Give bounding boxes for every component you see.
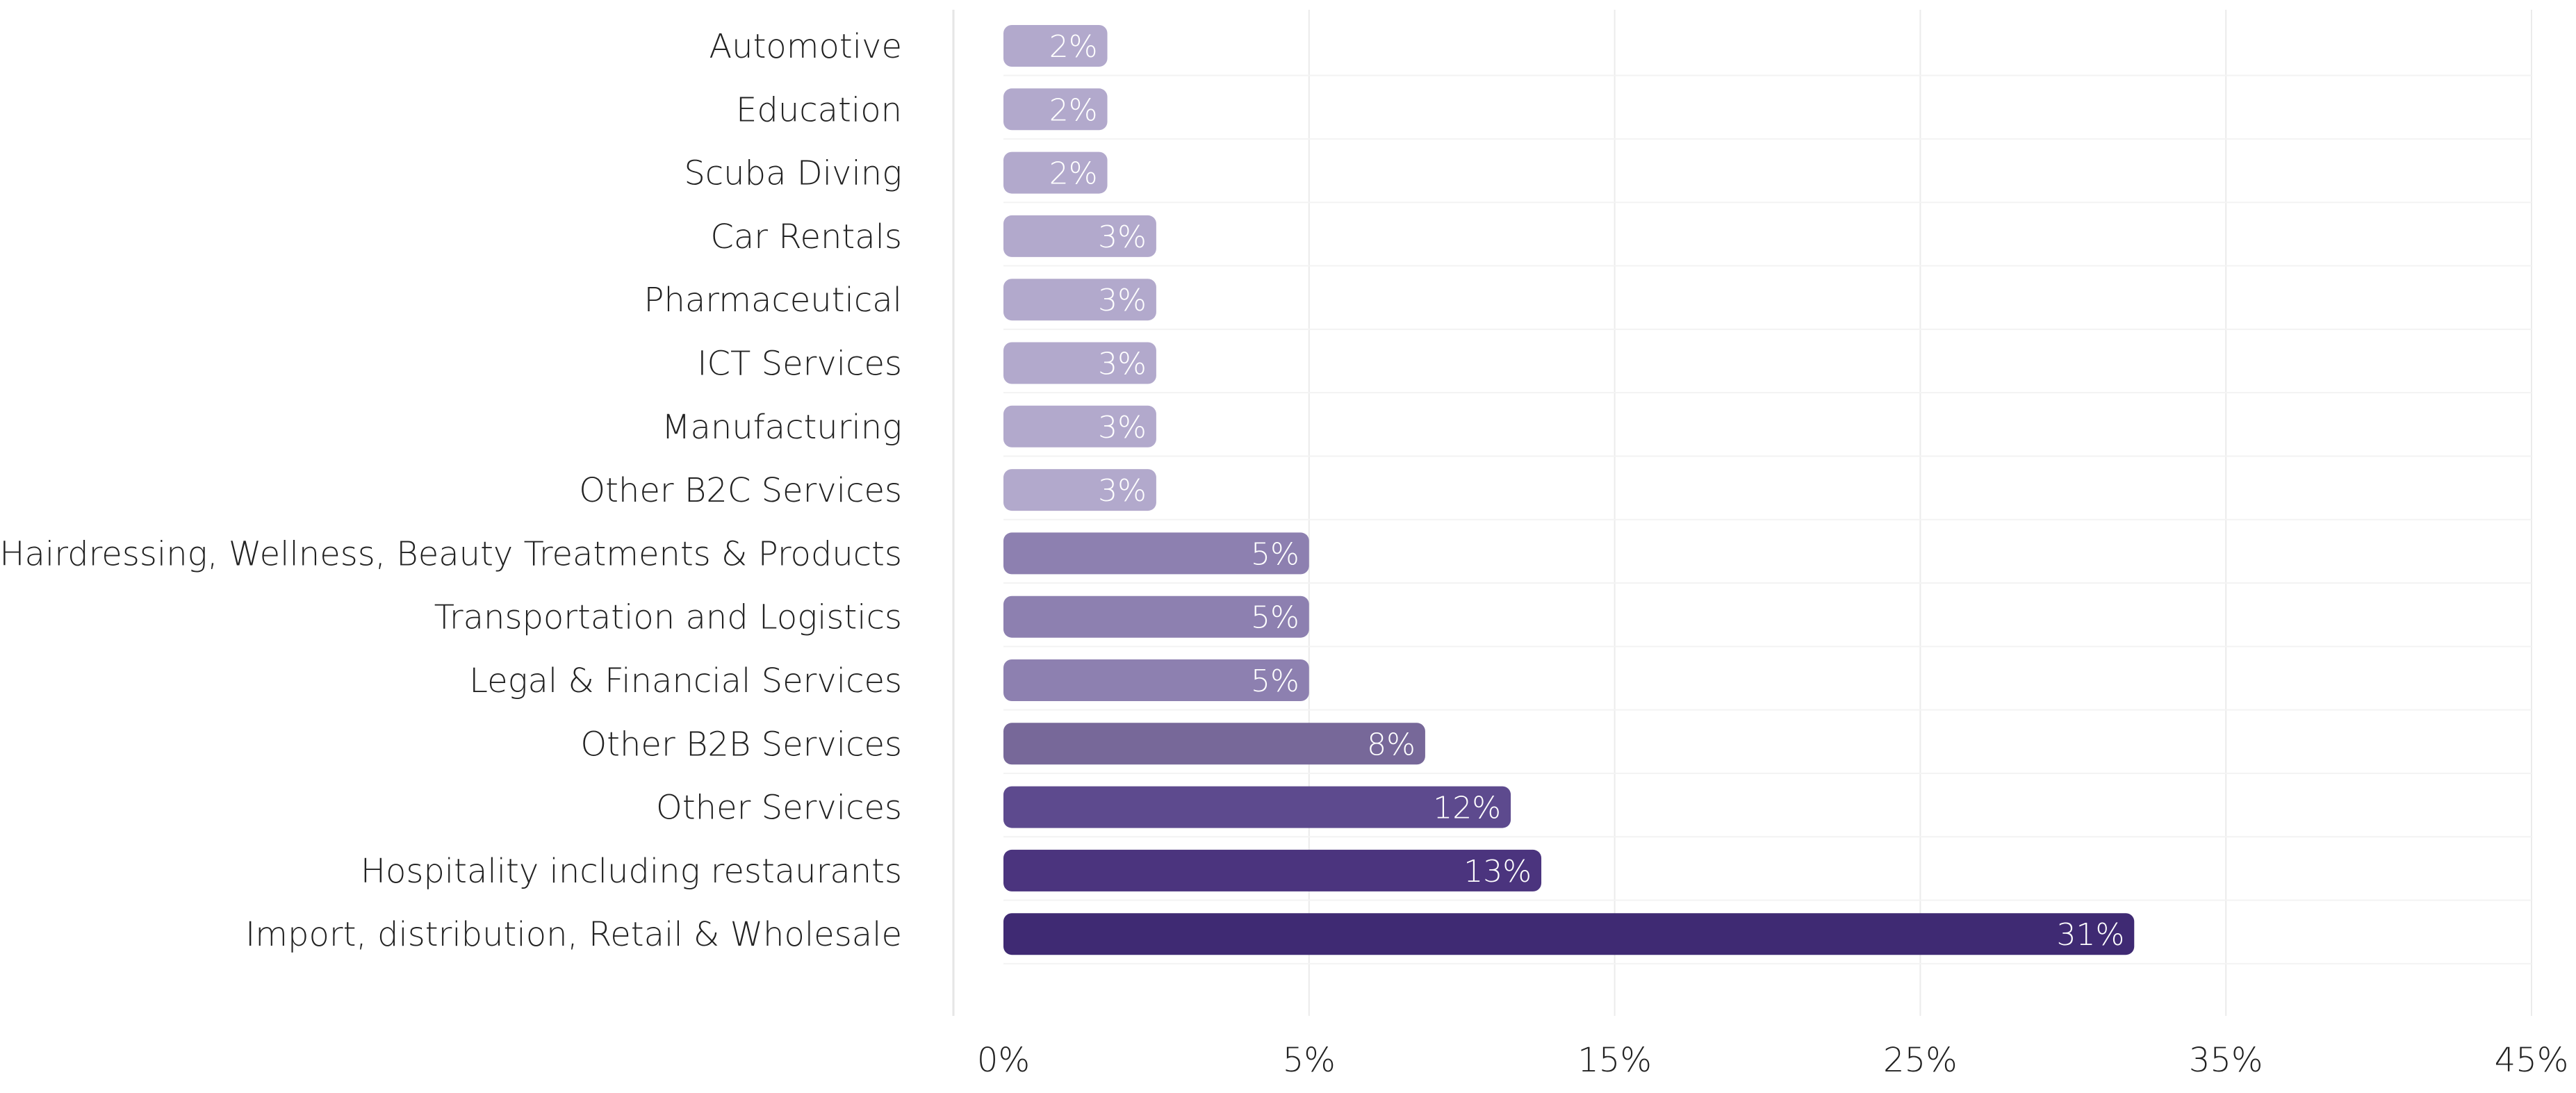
bar-data-label: 3% — [1098, 220, 1147, 255]
category-label: Other B2B Services — [580, 725, 902, 764]
bar — [1003, 405, 1156, 447]
category-label: Hairdressing, Wellness, Beauty Treatment… — [0, 534, 902, 573]
bar — [1003, 532, 1309, 575]
bar — [1003, 25, 1108, 67]
bar — [1003, 342, 1156, 384]
bar-data-label: 12% — [1433, 791, 1501, 826]
bar-data-label: 2% — [1049, 29, 1098, 65]
category-label: Automotive — [709, 27, 902, 66]
x-tick-label: 5% — [1283, 1041, 1336, 1080]
grid-layer — [1003, 10, 2532, 1016]
x-tick-label: 0% — [977, 1041, 1030, 1080]
x-axis-tick-labels: 0% 5% 15% 25% 35% 45% — [977, 1041, 2568, 1080]
x-tick-label: 25% — [1883, 1041, 1958, 1080]
category-label: Education — [736, 90, 902, 129]
bar — [1003, 469, 1156, 511]
bar — [1003, 215, 1156, 257]
category-labels: Automotive Education Scuba Diving Car Renta… — [0, 27, 902, 954]
bar-data-label: 3% — [1098, 473, 1147, 509]
category-label: Other Services — [656, 789, 902, 828]
category-label: Other B2C Services — [579, 471, 902, 510]
category-label: Hospitality including restaurants — [361, 852, 902, 891]
category-label: Pharmaceutical — [644, 281, 902, 320]
bar-data-label: 8% — [1367, 727, 1416, 762]
x-tick-label: 45% — [2495, 1041, 2569, 1080]
category-label: Transportation and Logistics — [434, 598, 902, 637]
bar — [1003, 659, 1309, 701]
bar-data-label: 31% — [2056, 917, 2124, 953]
x-tick-label: 15% — [1577, 1041, 1652, 1080]
bar — [1003, 279, 1156, 321]
bar — [1003, 723, 1425, 765]
bar-data-label: 2% — [1049, 92, 1098, 128]
category-label: ICT Services — [697, 345, 902, 384]
category-label: Legal & Financial Services — [469, 661, 902, 700]
category-label: Car Rentals — [710, 217, 902, 256]
bar — [1003, 913, 2135, 955]
bar-data-label: 5% — [1251, 664, 1299, 699]
x-tick-label: 35% — [2189, 1041, 2263, 1080]
category-label: Manufacturing — [662, 408, 902, 447]
bar-data-label: 3% — [1098, 347, 1147, 382]
bar — [1003, 88, 1108, 131]
bar-data-label: 3% — [1098, 410, 1147, 445]
bar — [1003, 849, 1542, 891]
category-label: Import, distribution, Retail & Wholesale — [245, 915, 902, 954]
bar-data-label: 5% — [1251, 600, 1299, 636]
bar-data-label: 2% — [1049, 156, 1098, 192]
bar-data-label: 13% — [1463, 854, 1532, 889]
category-label: Scuba Diving — [684, 154, 902, 193]
bars-layer: 2%2%2%3%3%3%3%3%5%5%5%8%12%13%31% — [1003, 25, 2135, 955]
bar-data-label: 3% — [1098, 283, 1147, 318]
bar — [1003, 786, 1511, 828]
bar — [1003, 151, 1108, 194]
bar-data-label: 5% — [1251, 536, 1299, 572]
bar — [1003, 595, 1309, 638]
